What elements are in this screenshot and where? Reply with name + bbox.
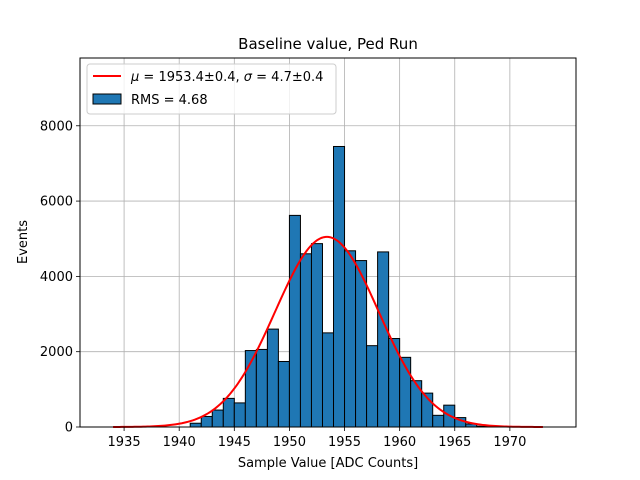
y-axis-label: Events — [16, 220, 31, 264]
legend-mu-symbol: μ — [130, 70, 139, 85]
legend-sigma-text: = 4.7±0.4 — [252, 70, 323, 85]
x-tick-label: 1935 — [108, 435, 141, 450]
histogram-bar — [288, 214, 301, 428]
legend-fit-label: μ = 1953.4±0.4, σ = 4.7±0.4 — [130, 70, 323, 85]
histogram-bar — [266, 328, 279, 428]
y-tick-label: 4000 — [40, 270, 73, 285]
y-tick-label: 6000 — [40, 195, 73, 210]
chart-title: Baseline value, Ped Run — [238, 35, 418, 53]
fit-curve — [113, 235, 543, 428]
legend-hist-label: RMS = 4.68 — [131, 93, 208, 108]
histogram-bar — [277, 360, 290, 428]
x-tick-label: 1970 — [493, 435, 526, 450]
x-axis-label: Sample Value [ADC Counts] — [238, 456, 418, 471]
histogram-bar — [200, 415, 213, 428]
x-tick-label: 1950 — [273, 435, 306, 450]
histogram-bar — [299, 253, 312, 428]
y-axis-ticks: 0 2000 4000 6000 8000 — [40, 119, 80, 436]
y-tick-label: 0 — [65, 421, 73, 436]
histogram-bar — [211, 409, 224, 428]
histogram-bar — [255, 348, 268, 428]
histogram-bar — [189, 422, 202, 428]
histogram-bar — [355, 260, 368, 428]
plot-area-frame — [79, 57, 577, 428]
x-tick-label: 1955 — [328, 435, 361, 450]
histogram-bar — [432, 414, 445, 428]
histogram-bar — [377, 251, 390, 428]
histogram-bars — [189, 145, 489, 428]
x-tick-label: 1940 — [163, 435, 196, 450]
legend-box — [86, 63, 337, 115]
y-tick-label: 8000 — [40, 119, 73, 134]
histogram-bar — [321, 332, 335, 428]
x-tick-label: 1945 — [218, 435, 251, 450]
legend: μ = 1953.4±0.4, σ = 4.7±0.4 RMS = 4.68 — [86, 63, 337, 115]
x-tick-label: 1960 — [383, 435, 416, 450]
histogram-bar — [310, 243, 323, 428]
y-tick-label: 2000 — [40, 345, 73, 360]
legend-mu-text: = 1953.4±0.4, — [139, 70, 243, 85]
histogram-bar — [222, 397, 235, 428]
histogram-bar — [366, 345, 379, 428]
x-tick-label: 1965 — [438, 435, 471, 450]
histogram-bar — [233, 402, 246, 428]
x-axis-ticks: 1935 1940 1945 1950 1955 1960 1965 1970 — [108, 427, 526, 450]
legend-sigma-symbol: σ — [244, 70, 253, 85]
histogram-bar — [344, 250, 357, 428]
histogram-bar — [333, 145, 346, 428]
legend-hist-swatch — [92, 93, 122, 105]
